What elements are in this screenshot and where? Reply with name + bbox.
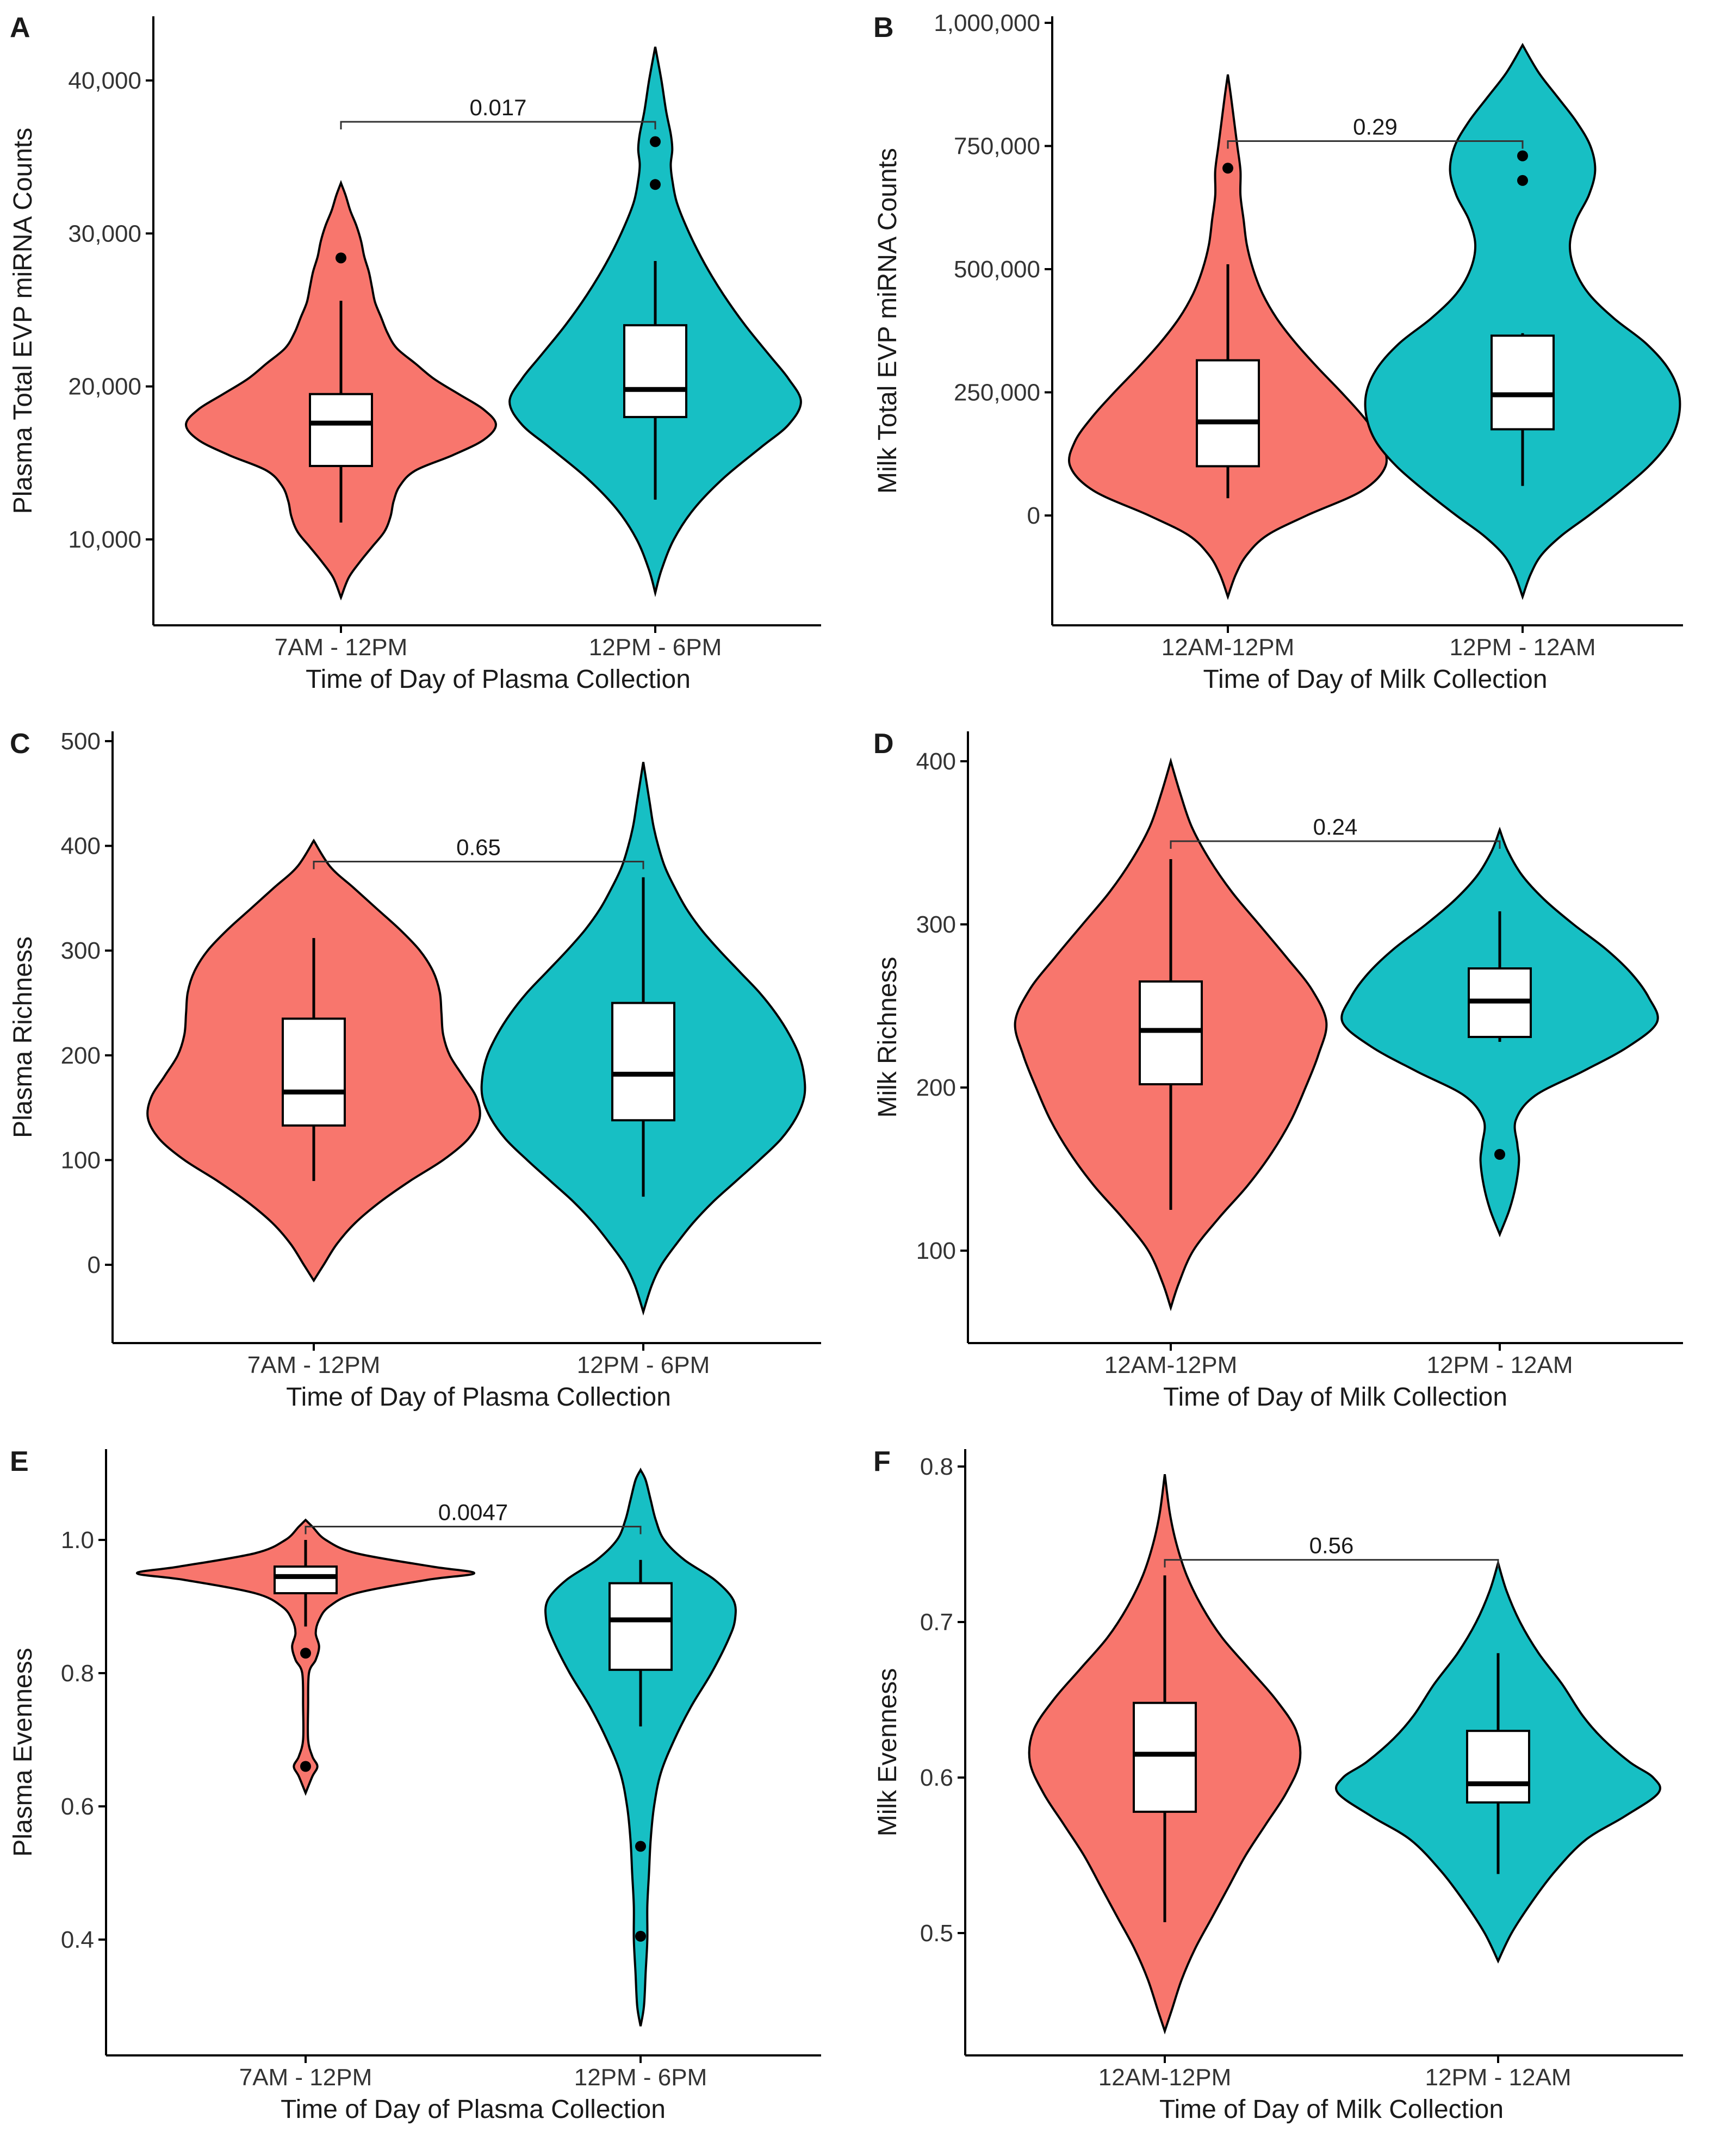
outlier-point bbox=[1517, 150, 1528, 161]
y-tick-label: 300 bbox=[61, 937, 101, 964]
outlier-point bbox=[650, 179, 661, 190]
y-axis-title: Plasma Evenness bbox=[9, 1648, 38, 1856]
panel-c: C 0 100 200 300 400 500 7AM - 12PM 12PM - 6PM Tim… bbox=[9, 728, 821, 1412]
p-value-label: 0.0047 bbox=[438, 1500, 508, 1525]
outlier-point bbox=[336, 252, 346, 264]
panel-b: B 0 250,000 500,000 750,000 1,000,000 12AM-12P… bbox=[873, 10, 1683, 694]
y-tick-label: 30,000 bbox=[68, 220, 141, 247]
y-tick-label: 40,000 bbox=[68, 67, 141, 94]
iqr-box bbox=[1133, 1701, 1197, 1813]
y-tick-label: 0 bbox=[88, 1252, 101, 1278]
panel-a: A 10,000 20,000 30,000 40,000 7AM - 12PM 12PM … bbox=[9, 12, 821, 694]
panel-f: F 0.5 0.6 0.7 0.8 12AM-12PM 12PM - 12AM Time of… bbox=[873, 1446, 1683, 2124]
iqr-box bbox=[274, 1565, 338, 1594]
y-tick-label: 500 bbox=[61, 728, 101, 755]
p-value-label: 0.65 bbox=[456, 834, 501, 860]
p-value-label: 0.017 bbox=[469, 95, 526, 120]
iqr-box bbox=[282, 1017, 346, 1127]
outlier-point bbox=[1222, 163, 1233, 174]
y-tick-label: 200 bbox=[916, 1074, 956, 1101]
iqr-box bbox=[608, 1582, 673, 1671]
y-tick-label: 100 bbox=[916, 1238, 956, 1264]
y-tick-label: 100 bbox=[61, 1147, 101, 1173]
y-tick-label: 0.7 bbox=[920, 1609, 953, 1636]
iqr-box bbox=[1491, 334, 1555, 431]
x-tick-label: 12PM - 12AM bbox=[1425, 2064, 1572, 2091]
outlier-point bbox=[650, 136, 661, 147]
x-tick-label: 12AM-12PM bbox=[1162, 634, 1295, 661]
y-tick-label: 200 bbox=[61, 1042, 101, 1069]
panel-d: D 100 200 300 400 12AM-12PM 12PM - 12AM Time of… bbox=[873, 728, 1683, 1412]
panel-letter: F bbox=[873, 1446, 891, 1477]
y-tick-label: 10,000 bbox=[68, 526, 141, 553]
panel-letter: B bbox=[873, 12, 894, 44]
p-value-label: 0.56 bbox=[1309, 1533, 1354, 1558]
y-tick-label: 400 bbox=[916, 748, 956, 775]
significance-bracket bbox=[305, 1526, 642, 1534]
y-tick-label: 0.5 bbox=[920, 1920, 953, 1947]
outlier-point bbox=[1494, 1149, 1505, 1160]
significance-bracket bbox=[313, 860, 644, 869]
y-axis-title: Plasma Total EVP miRNA Counts bbox=[9, 128, 38, 514]
y-tick-label: 500,000 bbox=[954, 256, 1040, 283]
x-tick-label: 12PM - 12AM bbox=[1450, 634, 1596, 661]
y-axis-title: Milk Evenness bbox=[873, 1668, 902, 1836]
significance-bracket bbox=[1170, 840, 1501, 849]
x-tick-label: 12AM-12PM bbox=[1104, 1352, 1238, 1378]
y-axis-title: Milk Richness bbox=[873, 956, 902, 1117]
y-tick-label: 0.6 bbox=[61, 1793, 94, 1820]
y-tick-label: 250,000 bbox=[954, 380, 1040, 406]
p-value-label: 0.24 bbox=[1313, 814, 1358, 840]
x-axis-title: Time of Day of Plasma Collection bbox=[306, 665, 691, 694]
outlier-point bbox=[300, 1761, 311, 1772]
x-axis-title: Time of Day of Milk Collection bbox=[1203, 665, 1547, 694]
x-tick-label: 12PM - 12AM bbox=[1427, 1352, 1573, 1378]
x-axis-title: Time of Day of Plasma Collection bbox=[281, 2095, 666, 2124]
x-tick-label: 12PM - 6PM bbox=[577, 1352, 710, 1378]
iqr-box bbox=[1196, 359, 1260, 468]
y-tick-label: 0.8 bbox=[920, 1453, 953, 1480]
x-axis-title: Time of Day of Plasma Collection bbox=[286, 1383, 671, 1412]
y-tick-label: 0.6 bbox=[920, 1764, 953, 1791]
y-tick-label: 0.4 bbox=[61, 1927, 94, 1953]
iqr-box bbox=[623, 324, 687, 418]
y-tick-label: 400 bbox=[61, 833, 101, 860]
panel-letter: A bbox=[10, 12, 30, 44]
y-axis-title: Plasma Richness bbox=[9, 936, 38, 1138]
x-tick-label: 12AM-12PM bbox=[1098, 2064, 1232, 2091]
x-axis-title: Time of Day of Milk Collection bbox=[1163, 1383, 1507, 1412]
x-tick-label: 7AM - 12PM bbox=[247, 1352, 381, 1378]
x-axis-title: Time of Day of Milk Collection bbox=[1159, 2095, 1504, 2124]
y-tick-label: 0 bbox=[1027, 502, 1040, 529]
iqr-box bbox=[309, 393, 373, 467]
outlier-point bbox=[1517, 175, 1528, 186]
y-tick-label: 300 bbox=[916, 911, 956, 938]
panel-letter: D bbox=[873, 728, 894, 760]
panel-letter: E bbox=[10, 1446, 29, 1477]
outlier-point bbox=[635, 1930, 646, 1942]
iqr-box bbox=[611, 1002, 675, 1122]
iqr-box bbox=[1466, 1730, 1530, 1804]
x-tick-label: 7AM - 12PM bbox=[239, 2064, 372, 2091]
violin-2 bbox=[544, 1467, 737, 2027]
p-value-label: 0.29 bbox=[1353, 114, 1398, 139]
significance-bracket bbox=[340, 121, 656, 129]
x-tick-label: 7AM - 12PM bbox=[275, 634, 408, 661]
y-tick-label: 20,000 bbox=[68, 374, 141, 400]
panel-letter: C bbox=[10, 728, 30, 760]
y-axis-title: Milk Total EVP miRNA Counts bbox=[873, 148, 902, 494]
y-tick-label: 0.8 bbox=[61, 1660, 94, 1687]
y-tick-label: 1.0 bbox=[61, 1527, 94, 1554]
x-tick-label: 12PM - 6PM bbox=[574, 2064, 707, 2091]
x-tick-label: 12PM - 6PM bbox=[589, 634, 722, 661]
panel-e: E 0.4 0.6 0.8 1.0 7AM - 12PM 12PM - 6PM Time of… bbox=[9, 1446, 821, 2124]
violin-2 bbox=[1364, 42, 1681, 600]
y-tick-label: 1,000,000 bbox=[934, 10, 1040, 36]
outlier-point bbox=[300, 1648, 311, 1659]
y-tick-label: 750,000 bbox=[954, 133, 1040, 160]
significance-bracket bbox=[1164, 1559, 1499, 1568]
outlier-point bbox=[635, 1841, 646, 1852]
significance-bracket bbox=[1227, 140, 1524, 149]
